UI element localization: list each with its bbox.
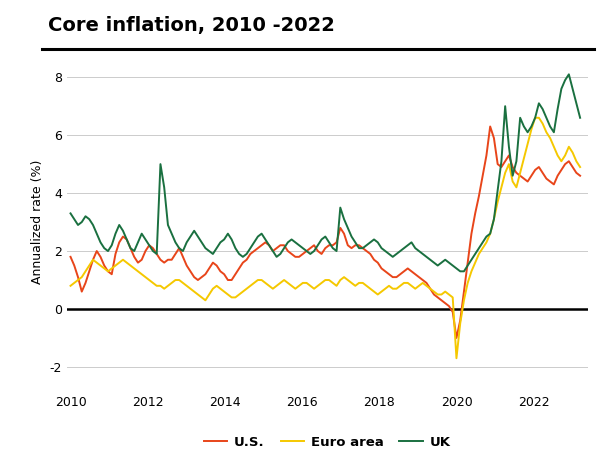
Euro area [138,271,145,277]
U.S. [255,245,262,251]
UK [67,211,74,216]
U.S. [453,335,460,341]
Y-axis label: Annualized rate (%): Annualized rate (%) [31,160,44,284]
U.S. [576,173,584,179]
Euro area [255,277,262,283]
U.S. [291,254,299,259]
Euro area [67,283,74,289]
UK [382,248,389,254]
U.S. [464,260,471,266]
UK [576,115,584,121]
UK [464,263,471,268]
Euro area [576,164,584,170]
Line: U.S.: U.S. [70,126,580,338]
U.S. [487,124,494,129]
UK [291,240,299,245]
UK [456,268,464,274]
Text: Core inflation, 2010 -2022: Core inflation, 2010 -2022 [48,16,335,35]
Euro area [243,286,250,291]
Euro area [382,286,389,291]
U.S. [243,257,250,263]
Line: UK: UK [70,74,580,271]
Euro area [464,280,471,286]
UK [565,71,573,77]
U.S. [138,257,145,263]
U.S. [382,268,389,274]
Legend: U.S., Euro area, UK: U.S., Euro area, UK [198,431,456,454]
Euro area [291,286,299,291]
UK [255,234,262,239]
U.S. [67,254,74,259]
UK [138,231,145,236]
Line: Euro area: Euro area [70,118,580,358]
Euro area [531,115,539,121]
UK [243,251,250,257]
Euro area [453,355,460,361]
